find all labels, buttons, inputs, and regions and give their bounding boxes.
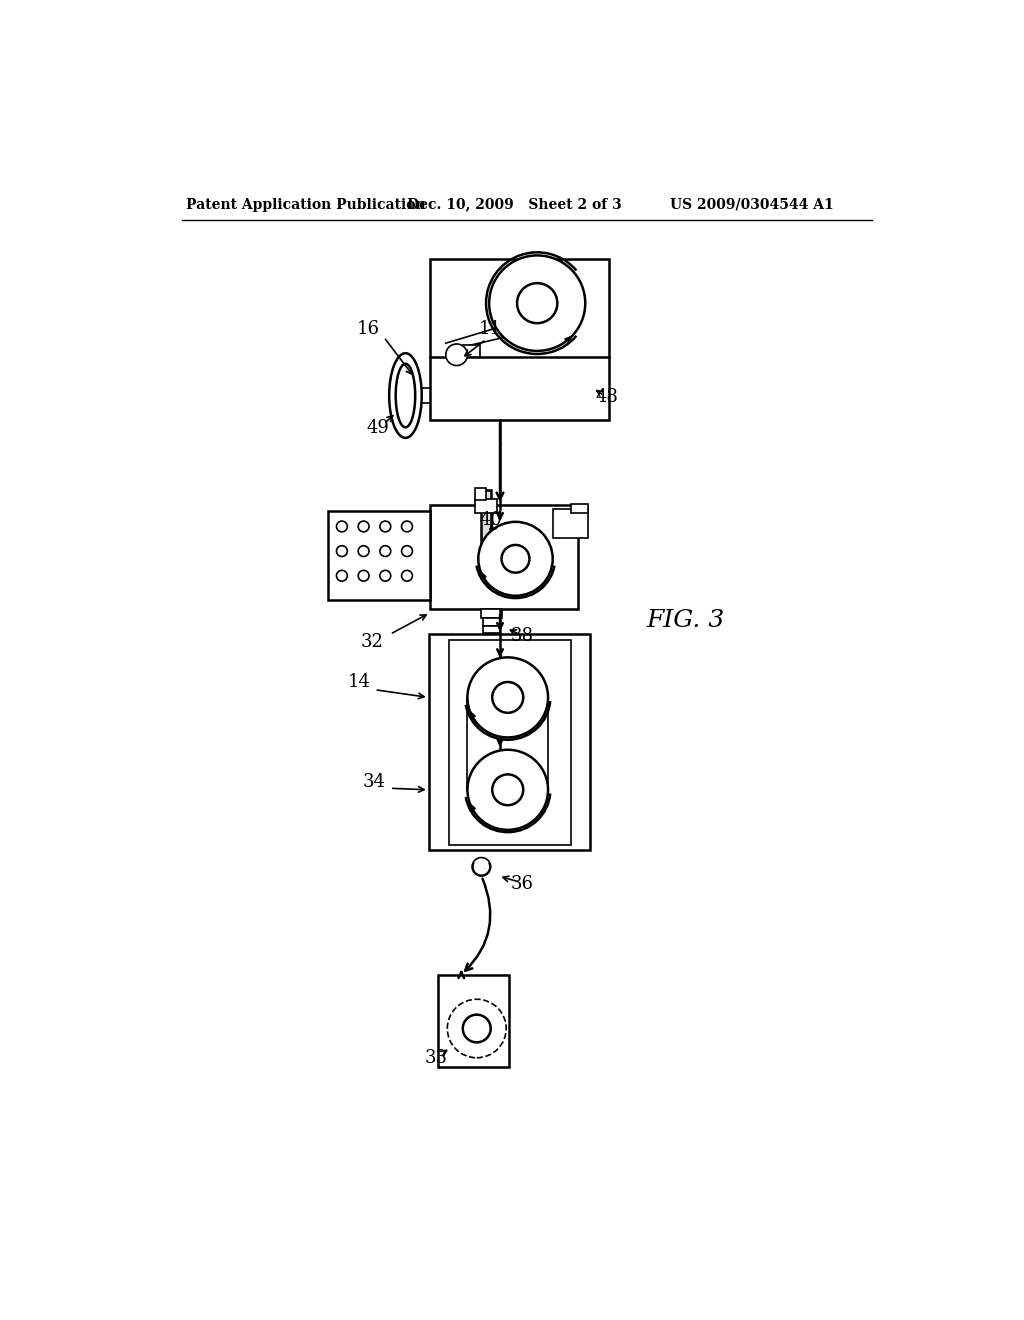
Circle shape bbox=[401, 521, 413, 532]
Text: US 2009/0304544 A1: US 2009/0304544 A1 bbox=[671, 198, 835, 211]
Bar bbox=[480, 609, 503, 618]
Circle shape bbox=[489, 256, 586, 351]
Bar bbox=[553, 508, 588, 539]
Text: 34: 34 bbox=[364, 774, 386, 791]
Text: Patent Application Publication: Patent Application Publication bbox=[186, 198, 426, 211]
Circle shape bbox=[517, 284, 557, 323]
Bar bbox=[480, 490, 492, 552]
Circle shape bbox=[380, 521, 391, 532]
Text: 36: 36 bbox=[510, 875, 534, 892]
Circle shape bbox=[467, 657, 548, 738]
Circle shape bbox=[358, 570, 369, 581]
Text: FIG. 3: FIG. 3 bbox=[647, 609, 725, 632]
Ellipse shape bbox=[395, 364, 415, 428]
Text: 38: 38 bbox=[510, 627, 534, 644]
Circle shape bbox=[467, 750, 548, 830]
Circle shape bbox=[502, 545, 529, 573]
Circle shape bbox=[463, 1015, 490, 1043]
Text: 49: 49 bbox=[367, 418, 389, 437]
Circle shape bbox=[337, 521, 347, 532]
Circle shape bbox=[401, 570, 413, 581]
Bar bbox=[475, 488, 486, 500]
Ellipse shape bbox=[389, 354, 422, 438]
Bar bbox=[438, 974, 509, 1067]
Bar bbox=[483, 618, 500, 626]
Bar bbox=[430, 259, 608, 420]
Text: Dec. 10, 2009   Sheet 2 of 3: Dec. 10, 2009 Sheet 2 of 3 bbox=[407, 198, 622, 211]
Text: 33: 33 bbox=[425, 1049, 447, 1067]
Circle shape bbox=[493, 775, 523, 805]
Circle shape bbox=[493, 682, 523, 713]
Bar bbox=[429, 635, 590, 850]
Circle shape bbox=[380, 570, 391, 581]
Circle shape bbox=[478, 521, 553, 595]
Circle shape bbox=[472, 858, 490, 876]
Bar bbox=[449, 640, 571, 845]
Bar bbox=[475, 499, 497, 512]
Circle shape bbox=[445, 345, 467, 366]
Bar bbox=[328, 511, 430, 599]
Circle shape bbox=[380, 545, 391, 557]
Text: 48: 48 bbox=[596, 388, 618, 407]
Bar bbox=[463, 345, 480, 358]
Text: 14: 14 bbox=[347, 673, 371, 690]
Bar bbox=[430, 506, 578, 609]
Bar bbox=[571, 504, 589, 513]
Circle shape bbox=[358, 545, 369, 557]
Text: 11: 11 bbox=[479, 321, 502, 338]
Circle shape bbox=[358, 521, 369, 532]
Text: 40: 40 bbox=[479, 511, 502, 529]
Circle shape bbox=[337, 545, 347, 557]
Text: 16: 16 bbox=[356, 321, 380, 338]
Text: 32: 32 bbox=[360, 634, 384, 651]
Circle shape bbox=[401, 545, 413, 557]
Bar bbox=[483, 626, 500, 634]
Circle shape bbox=[337, 570, 347, 581]
